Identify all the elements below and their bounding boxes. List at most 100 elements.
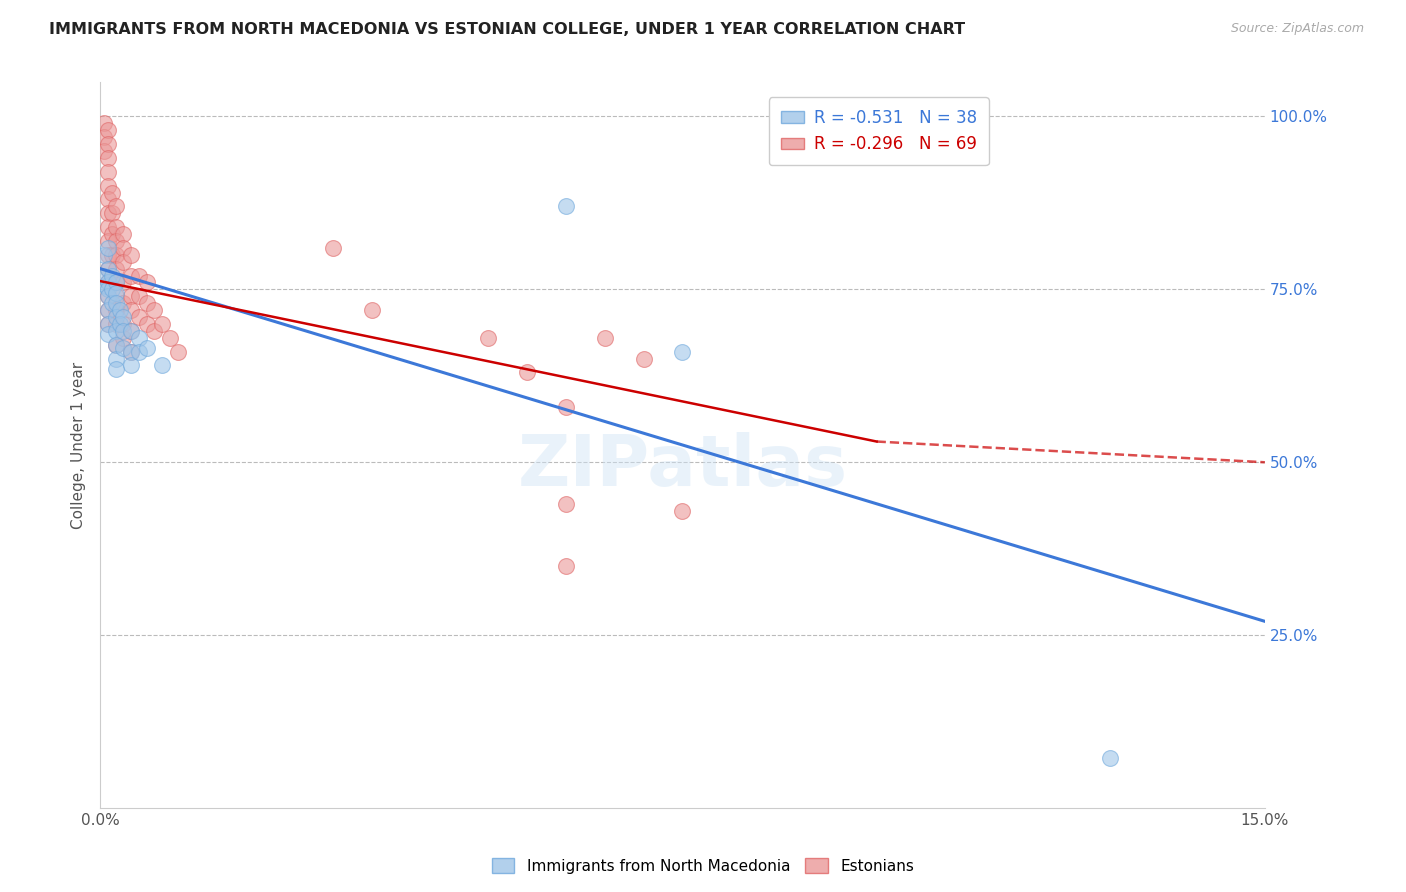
Point: [633, 351, 655, 366]
Point: [1098, 751, 1121, 765]
Point: [97, 193, 120, 207]
Text: ZIPatlas: ZIPatlas: [517, 433, 848, 501]
Point: [104, 324, 127, 338]
Point: [112, 241, 135, 255]
Point: [516, 365, 538, 379]
Point: [93, 116, 115, 130]
Point: [100, 248, 122, 262]
Point: [150, 317, 173, 331]
Point: [97, 289, 120, 303]
Point: [108, 317, 131, 331]
Point: [112, 310, 135, 324]
Point: [97, 206, 120, 220]
Point: [166, 344, 188, 359]
Point: [104, 276, 127, 290]
Point: [135, 317, 157, 331]
Point: [104, 303, 127, 318]
Point: [112, 296, 135, 310]
Point: [555, 497, 578, 511]
Point: [112, 341, 135, 355]
Point: [97, 178, 120, 193]
Point: [97, 165, 120, 179]
Point: [120, 344, 142, 359]
Point: [135, 341, 157, 355]
Point: [97, 151, 120, 165]
Point: [93, 130, 115, 145]
Point: [120, 324, 142, 338]
Point: [104, 289, 127, 303]
Point: [97, 289, 120, 303]
Point: [112, 276, 135, 290]
Point: [97, 234, 120, 248]
Point: [97, 327, 120, 342]
Point: [128, 344, 150, 359]
Point: [104, 296, 127, 310]
Point: [128, 268, 150, 283]
Point: [104, 234, 127, 248]
Point: [97, 261, 120, 276]
Point: [120, 248, 142, 262]
Point: [100, 186, 122, 200]
Point: [97, 317, 120, 331]
Point: [104, 199, 127, 213]
Point: [108, 303, 131, 318]
Point: [104, 337, 127, 351]
Point: [112, 254, 135, 268]
Point: [104, 337, 127, 351]
Point: [112, 331, 135, 345]
Point: [97, 282, 120, 296]
Point: [97, 137, 120, 152]
Point: [104, 220, 127, 235]
Point: [97, 303, 120, 318]
Text: Source: ZipAtlas.com: Source: ZipAtlas.com: [1230, 22, 1364, 36]
Point: [128, 331, 150, 345]
Point: [112, 227, 135, 241]
Point: [128, 289, 150, 303]
Point: [97, 276, 120, 290]
Point: [97, 248, 120, 262]
Point: [555, 400, 578, 414]
Point: [112, 324, 135, 338]
Point: [593, 331, 616, 345]
Point: [104, 317, 127, 331]
Point: [100, 296, 122, 310]
Point: [671, 344, 693, 359]
Point: [120, 324, 142, 338]
Point: [555, 559, 578, 574]
Point: [477, 331, 499, 345]
Point: [104, 351, 127, 366]
Text: IMMIGRANTS FROM NORTH MACEDONIA VS ESTONIAN COLLEGE, UNDER 1 YEAR CORRELATION CH: IMMIGRANTS FROM NORTH MACEDONIA VS ESTON…: [49, 22, 966, 37]
Point: [128, 310, 150, 324]
Point: [97, 220, 120, 235]
Point: [361, 303, 384, 318]
Point: [112, 317, 135, 331]
Point: [143, 324, 166, 338]
Point: [100, 282, 122, 296]
Point: [100, 268, 122, 283]
Point: [97, 261, 120, 276]
Point: [100, 227, 122, 241]
Point: [93, 144, 115, 158]
Point: [97, 303, 120, 318]
Point: [100, 206, 122, 220]
Point: [120, 303, 142, 318]
Point: [93, 268, 115, 283]
Legend: Immigrants from North Macedonia, Estonians: Immigrants from North Macedonia, Estonia…: [485, 852, 921, 880]
Point: [97, 276, 120, 290]
Point: [135, 276, 157, 290]
Point: [97, 241, 120, 255]
Point: [97, 317, 120, 331]
Point: [104, 310, 127, 324]
Point: [104, 362, 127, 376]
Point: [555, 199, 578, 213]
Point: [120, 344, 142, 359]
Point: [671, 504, 693, 518]
Point: [97, 123, 120, 137]
Point: [322, 241, 344, 255]
Point: [93, 248, 115, 262]
Point: [135, 296, 157, 310]
Point: [159, 331, 181, 345]
Y-axis label: College, Under 1 year: College, Under 1 year: [72, 361, 86, 529]
Point: [96, 279, 118, 293]
Point: [120, 289, 142, 303]
